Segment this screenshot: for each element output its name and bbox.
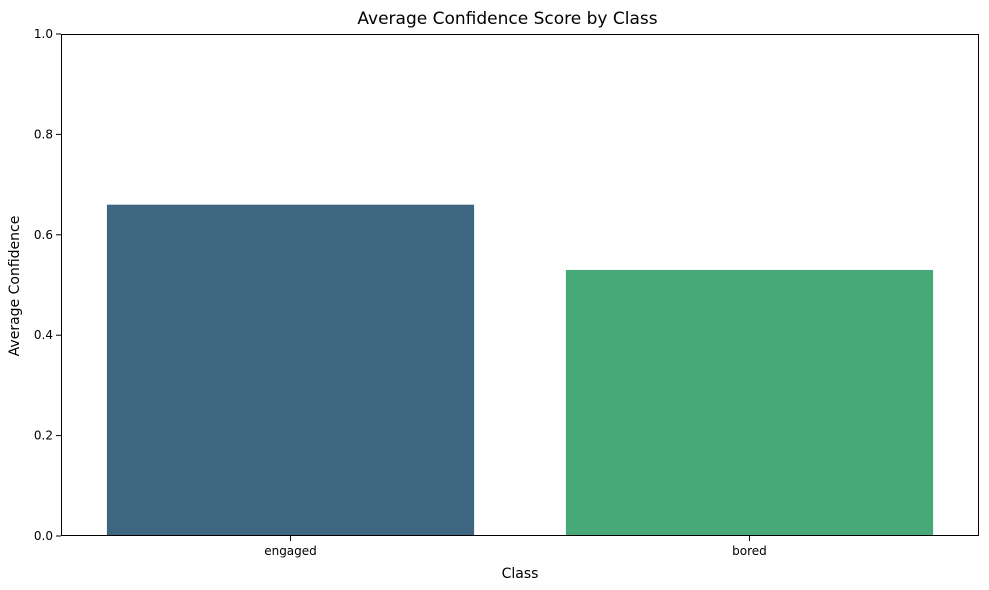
y-tick-label: 1.0 (34, 27, 53, 41)
x-tick-label: bored (732, 544, 767, 558)
bars-group (106, 204, 934, 536)
y-tick-label: 0.0 (34, 529, 53, 543)
plot-frame (61, 34, 979, 536)
x-tick-label: engaged (264, 544, 317, 558)
y-tick-label: 0.6 (34, 228, 53, 242)
x-axis-ticks: engaged bored (264, 536, 767, 558)
chart-title: Average Confidence Score by Class (357, 9, 657, 29)
y-tick-label: 0.4 (34, 328, 53, 342)
y-axis-label: Average Confidence (7, 216, 23, 357)
bar-engaged (106, 204, 475, 536)
x-axis-label: Class (502, 566, 539, 582)
y-axis-ticks: 0.0 0.2 0.4 0.6 0.8 1.0 (34, 27, 61, 543)
y-tick-label: 0.2 (34, 429, 53, 443)
bar-bored (565, 269, 934, 536)
y-tick-label: 0.8 (34, 127, 53, 141)
